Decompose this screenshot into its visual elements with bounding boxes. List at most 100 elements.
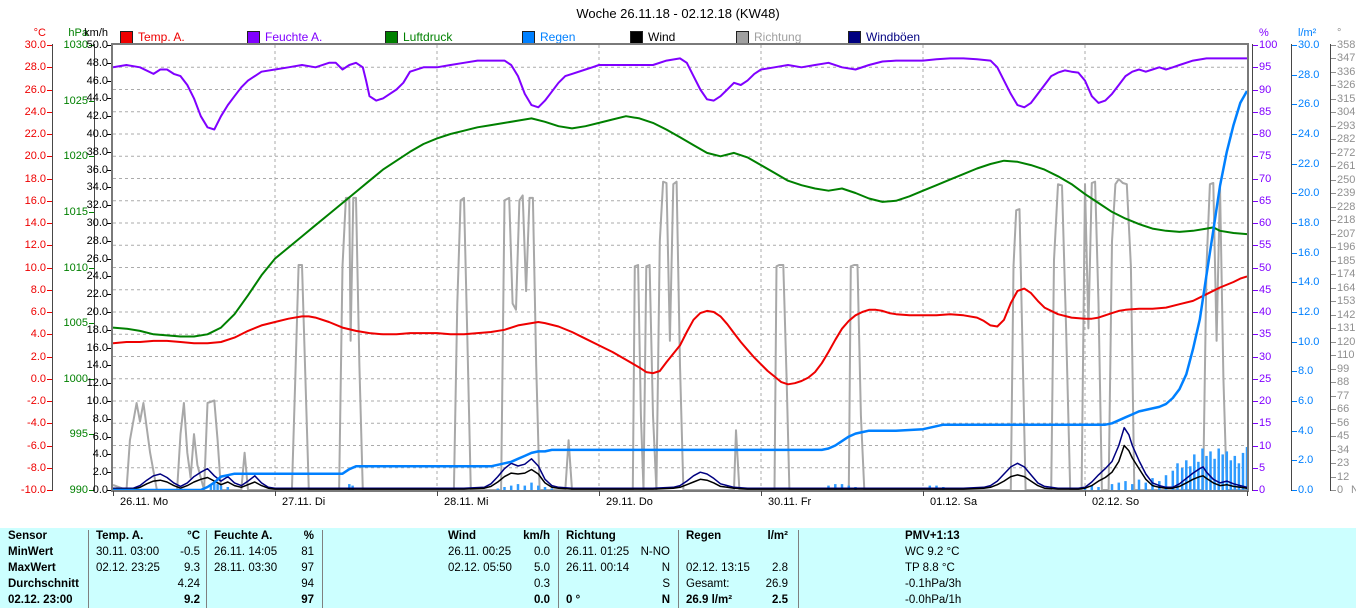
axis-tick (1253, 334, 1258, 336)
axis-tick-label: -4.0 (27, 417, 46, 430)
axis-tick-label: 28.0 (1298, 68, 1320, 81)
x-day-label-02-12-so: 02.12. So (1092, 496, 1140, 508)
axis-tick-label: 14.0 (86, 359, 108, 372)
axis-tick-label: 30 (1259, 350, 1272, 363)
axis-tick (107, 80, 112, 82)
rain-bar (1097, 487, 1100, 490)
axis-tick-label: 12.0 (86, 377, 108, 390)
axis-tick-label: 16.0 (24, 194, 46, 207)
stat-wind-r3: 0.3 (448, 576, 550, 592)
axis-tick-label: 30.0 (86, 217, 108, 229)
stat-regen-r1 (686, 544, 788, 560)
axis-tick (107, 258, 112, 260)
axis-tick-label: 45 (1337, 430, 1350, 443)
axis-tick-label: 12 (1337, 470, 1350, 483)
rain-bar (503, 487, 506, 490)
rain-bar (1171, 470, 1175, 490)
rain-bar (1221, 454, 1224, 490)
cell-datetime: Sensor (8, 530, 47, 542)
axis-tick-label: 326 (1337, 79, 1356, 92)
axis-tick (1331, 355, 1336, 357)
cell-value: 81 (301, 546, 314, 558)
legend-label: Regen (540, 30, 576, 44)
stat-temp-a-r3: 4.24 (96, 576, 200, 592)
x-day-tick (923, 491, 924, 496)
cell-datetime: 26.11. 14:05 (214, 546, 278, 558)
axis-tick (1331, 409, 1336, 411)
axis-tick-label: 18.0 (86, 323, 108, 336)
axis-tick (107, 472, 112, 474)
axis-tick-label: 26.0 (86, 252, 108, 265)
axis-tick-label: 272 (1337, 146, 1356, 159)
axis-tick-label: 32.0 (86, 199, 108, 212)
axis-tick (1331, 463, 1336, 465)
col-header-temp-a: Temp. A. °C (96, 528, 200, 544)
axis-tick (1253, 200, 1258, 202)
axis-tick-label: 1010 (63, 261, 88, 274)
plot-area[interactable] (113, 45, 1247, 490)
axis-tick-label: 23 (1337, 457, 1350, 470)
feuchte-a-swatch-icon (247, 30, 260, 44)
cell-datetime: 26.11. 00:14 (566, 562, 630, 574)
axis-tick-label: 24.0 (24, 105, 46, 118)
axis-tick-label: 6.0 (1298, 395, 1314, 407)
axis-tick-label: 2.0 (92, 466, 108, 479)
axis-tick-label: 1000 (63, 372, 88, 385)
axis-tick (1253, 401, 1258, 402)
axis-tick (1253, 67, 1258, 69)
axis-tick-label: 990 (69, 484, 88, 496)
axis-tick (1331, 166, 1336, 168)
axis-tick (1331, 125, 1336, 127)
axis-line-c (52, 44, 53, 491)
axis-tick (1331, 58, 1336, 60)
axis-tick (47, 111, 52, 113)
axis-tick-label: 14.0 (24, 217, 46, 229)
stat-regen-r2: 02.12. 13:15 2.8 (686, 560, 788, 576)
axis-tick (1253, 89, 1258, 91)
axis-tick (1253, 178, 1258, 180)
axis-tick (107, 116, 112, 118)
axis-tick (1253, 423, 1258, 425)
x-day-tick (437, 491, 438, 496)
cell-datetime: MaxWert (8, 562, 56, 574)
axis-tick (1331, 382, 1336, 384)
axis-tick-label: 228 (1337, 200, 1356, 213)
axis-tick-label: 8.0 (1298, 365, 1314, 378)
axis-tick-label: 34.0 (86, 181, 108, 194)
rain-bar (1213, 458, 1216, 490)
axis-tick-label: 153 (1337, 295, 1356, 308)
legend-label: Richtung (754, 30, 802, 44)
axis-tick-label: 358 (1337, 39, 1356, 51)
axis-tick (89, 45, 94, 46)
axis-tick-label: 55 (1259, 239, 1272, 252)
rain-bar (1233, 455, 1237, 490)
axis-tick (47, 312, 52, 313)
rain-bar (523, 485, 527, 490)
stat-temp-a-r2: 02.12. 23:25 9.3 (96, 560, 200, 576)
wind-swatch-icon (630, 30, 643, 44)
stat-temp-a-r1: 30.11. 03:00 -0.5 (96, 544, 200, 560)
axis-tick (1331, 247, 1336, 249)
axis-tick-label: 60 (1259, 217, 1272, 229)
cell-value: -0.5 (180, 546, 200, 558)
axis-tick-label: 347 (1337, 52, 1356, 65)
cell-datetime: Regen (686, 530, 722, 542)
cell-datetime: 28.11. 03:30 (214, 562, 278, 574)
axis-tick (89, 156, 94, 158)
axis-tick-label: 0 (1337, 484, 1344, 496)
row-label-maxwert: MaxWert (8, 560, 82, 576)
axis-tick-label: 315 (1337, 92, 1356, 105)
axis-tick (1253, 312, 1258, 313)
rain-bar (213, 482, 216, 490)
axis-tick (47, 356, 52, 358)
cell-datetime: Richtung (566, 530, 616, 542)
axis-tick (47, 334, 52, 336)
axis-tick (1292, 104, 1297, 106)
axis-tick (47, 423, 52, 425)
cell-datetime: 26.11. 01:25 (566, 546, 630, 558)
table-separator (206, 530, 207, 608)
table-separator (798, 530, 799, 608)
axis-tick-label: 174 (1337, 268, 1356, 281)
axis-tick (1292, 193, 1297, 195)
axis-tick-label: 196 (1337, 241, 1356, 254)
